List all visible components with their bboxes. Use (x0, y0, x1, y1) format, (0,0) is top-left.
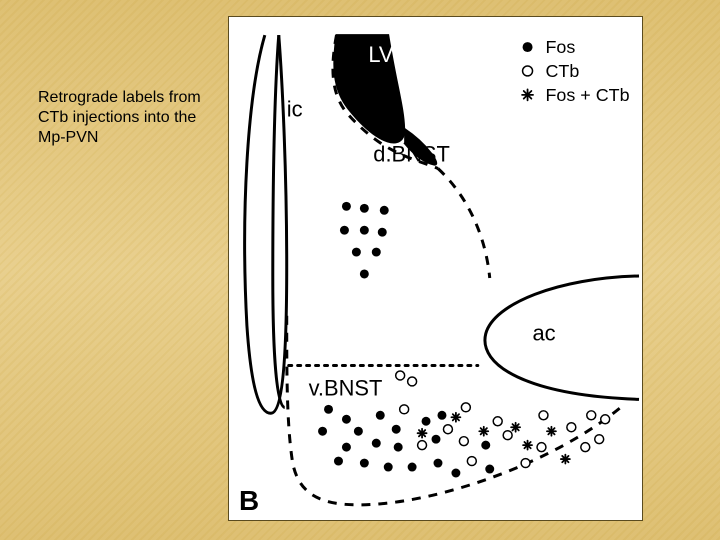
caption-text: Retrograde labels from CTb injections in… (38, 88, 223, 148)
anatomy-figure: LV ic d.BNST ac v.BNST Fos CTb Fos + CTb B (228, 16, 643, 521)
legend-label-ctb: CTb (545, 61, 579, 81)
label-lv: LV (368, 42, 394, 67)
bnst-right-boundary (438, 168, 490, 277)
legend-label-fos: Fos (545, 37, 575, 57)
label-ic: ic (287, 97, 303, 122)
legend-symbol-asterisk (522, 89, 533, 100)
legend-symbol-open-circle (523, 66, 533, 76)
caption-line-2: CTb injections into the (38, 109, 196, 126)
label-dbnst: d.BNST (373, 142, 450, 167)
ic-outline (245, 35, 287, 413)
label-ac: ac (533, 321, 556, 346)
caption-line-1: Retrograde labels from (38, 89, 201, 106)
ac-outline (485, 276, 639, 399)
panel-letter: B (239, 485, 259, 516)
legend-symbol-filled-circle (523, 42, 533, 52)
markers-fos-dbnst (340, 202, 389, 279)
legend-label-fos-ctb: Fos + CTb (545, 85, 629, 105)
anatomy-svg: LV ic d.BNST ac v.BNST Fos CTb Fos + CTb B (229, 17, 642, 520)
caption-line-3: Mp-PVN (38, 129, 98, 146)
slide-background: Retrograde labels from CTb injections in… (0, 0, 720, 540)
label-vbnst: v.BNST (309, 375, 383, 400)
legend: Fos CTb Fos + CTb (522, 37, 630, 105)
